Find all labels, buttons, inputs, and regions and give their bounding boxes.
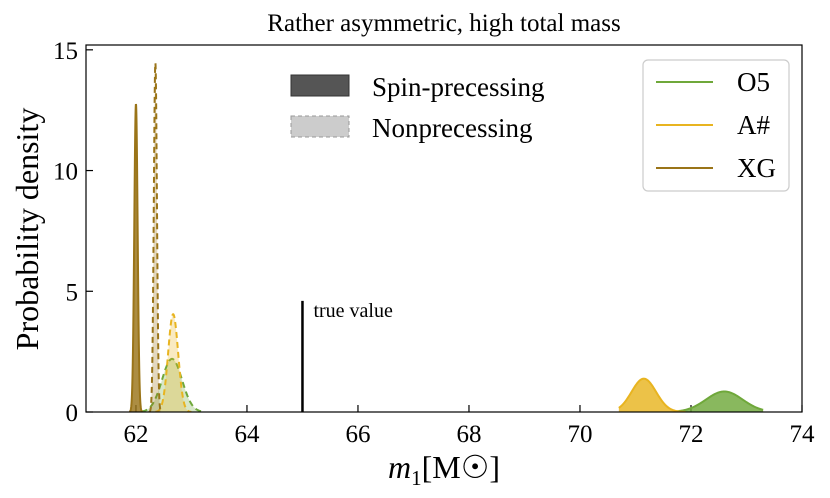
x-tick-label: 70 [567,421,592,448]
legend-box [642,59,790,192]
legend-label-spin-precessing: Spin-precessing [372,72,544,102]
legend-swatch-spin-precessing [290,74,350,97]
x-axis-label-unit: [M☉] [422,449,500,485]
x-axis-label: m1[M☉] [388,449,500,490]
legend-label-nonprecessing: Nonprecessing [372,113,532,143]
x-tick-label: 62 [123,421,148,448]
y-tick-label: 0 [66,400,79,427]
density-line-a-sharp-spin-precessing [618,377,686,412]
x-tick-label: 66 [345,421,370,448]
x-axis-label-sub: 1 [411,466,422,490]
legend-label-xg: XG [737,153,776,183]
axes-frame [85,44,803,413]
y-tick-label: 10 [53,159,78,186]
density-line-xg-spin-precessing [128,103,143,412]
x-tick-label: 74 [790,421,816,448]
density-line-a-sharp-nonprecessing [155,313,192,412]
x-tick-label: 72 [678,421,703,448]
legend-swatch-nonprecessing [290,115,350,138]
density-line-o5-nonprecessing [141,357,203,412]
series-layer [128,62,764,412]
true-value-annotation: true value [301,300,393,412]
y-tick-label: 15 [53,38,78,65]
chart-title: Rather asymmetric, high total mass [267,10,620,37]
legend-label-a-sharp: A# [737,110,770,140]
density-fill-a-sharp-nonprecessing [155,314,192,412]
x-axis-label-var: m [388,449,411,485]
legend-styles: Spin-precessing Nonprecessing [290,72,544,143]
density-line-o5-spin-precessing [674,390,764,412]
density-fill-xg-spin-precessing [129,104,143,412]
x-tick-label: 68 [456,421,481,448]
x-tick-label: 64 [234,421,260,448]
true-value-label: true value [313,300,393,322]
density-fill-o5-spin-precessing [674,391,764,412]
legend-detectors: O5 A# XG [642,59,790,192]
y-axis-label: Probability density [9,108,45,351]
y-tick-label: 5 [66,279,79,306]
axis-ticks: 62 64 66 68 70 72 74 0 5 10 15 [53,38,815,448]
density-fill-o5-nonprecessing [141,358,203,412]
density-fill-xg-nonprecessing [148,63,163,412]
plot-area [128,62,764,412]
legend-label-o5: O5 [737,67,770,97]
density-line-xg-nonprecessing [148,62,163,412]
